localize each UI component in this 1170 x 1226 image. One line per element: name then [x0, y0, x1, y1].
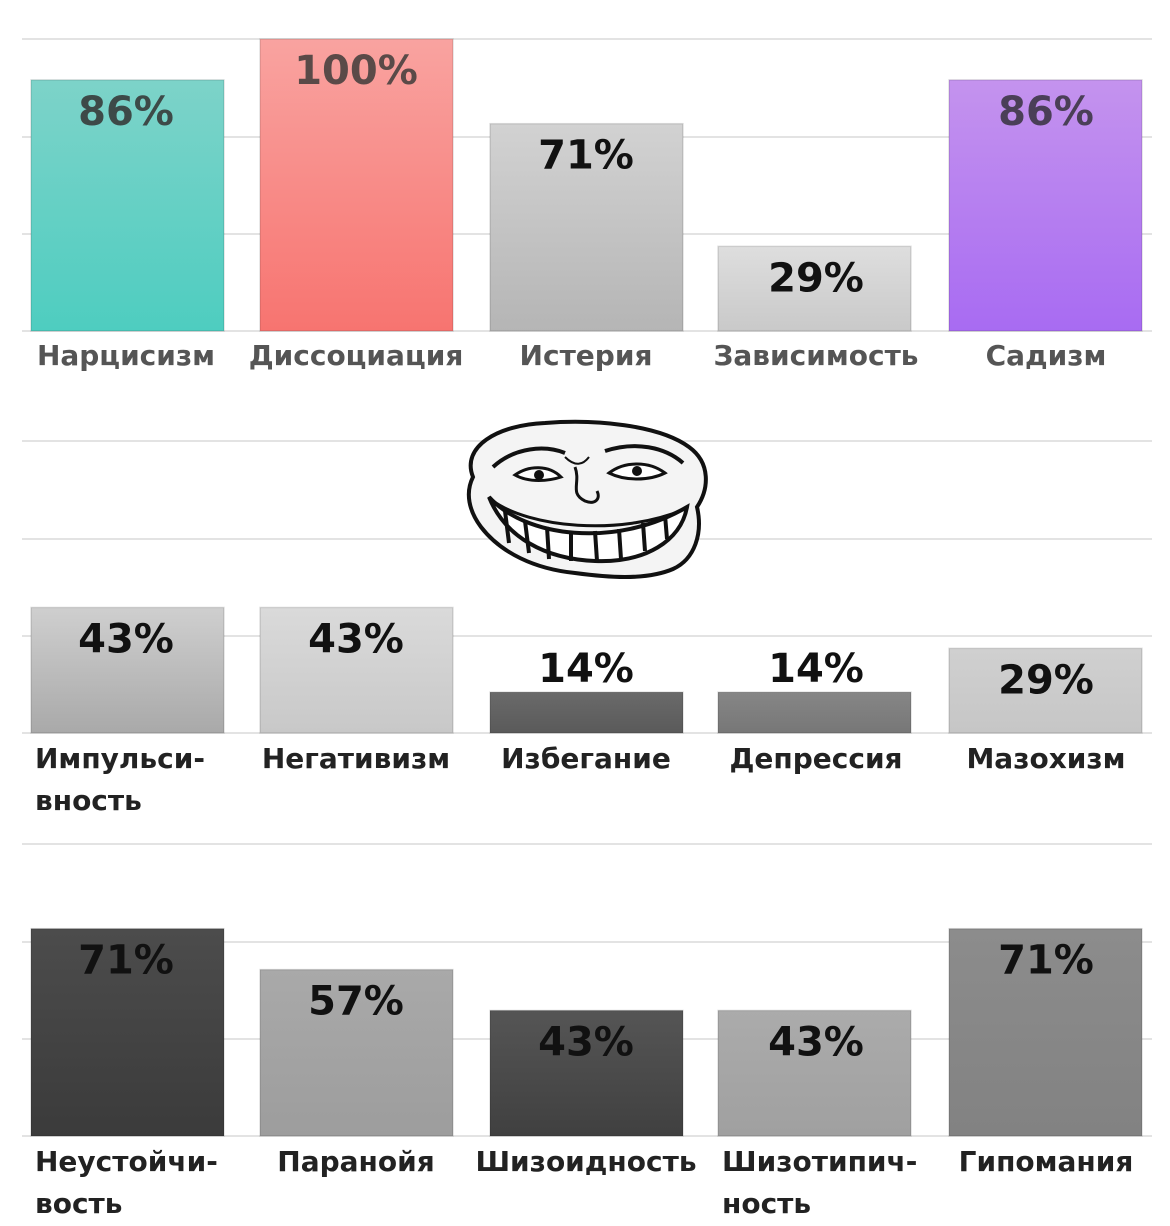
- bar: [259, 38, 454, 332]
- category-label: Шизоидность: [475, 1145, 696, 1178]
- category-label: вость: [35, 1187, 123, 1220]
- category-label: Истерия: [520, 339, 653, 372]
- category-label: Шизотипич-: [722, 1145, 917, 1178]
- bar: [30, 927, 225, 1137]
- value-label: 29%: [998, 657, 1094, 703]
- value-label: 86%: [78, 89, 174, 135]
- value-label: 100%: [294, 48, 418, 94]
- bar: [30, 79, 225, 332]
- value-label: 43%: [768, 1019, 864, 1065]
- bars: [30, 38, 1143, 1137]
- value-label: 71%: [998, 938, 1094, 984]
- value-label: 29%: [768, 255, 864, 301]
- bar: [948, 647, 1143, 734]
- category-label: Депрессия: [729, 742, 902, 775]
- category-label: Гипомания: [959, 1145, 1134, 1178]
- category-label: Диссоциация: [249, 339, 464, 372]
- category-label: ность: [722, 1187, 811, 1220]
- value-label: 14%: [538, 646, 634, 692]
- value-label: 14%: [768, 646, 864, 692]
- bar: [489, 1009, 684, 1137]
- value-label: 86%: [998, 89, 1094, 135]
- value-label: 43%: [78, 616, 174, 662]
- bar: [717, 1009, 912, 1137]
- bar: [30, 606, 225, 734]
- category-label: Неустойчи-: [35, 1145, 218, 1178]
- bar: [717, 245, 912, 332]
- bar: [259, 606, 454, 734]
- category-label: Нарцисизм: [37, 339, 215, 372]
- value-label: 71%: [78, 938, 174, 984]
- value-label: 57%: [308, 979, 404, 1025]
- category-label: Паранойя: [277, 1145, 434, 1178]
- value-label: 43%: [308, 616, 404, 662]
- category-label: вность: [35, 784, 142, 817]
- trollface-icon: [466, 419, 708, 579]
- category-label: Негативизм: [262, 742, 450, 775]
- bar: [259, 968, 454, 1137]
- bar: [948, 927, 1143, 1137]
- category-label: Зависимость: [714, 339, 919, 372]
- category-label: Мазохизм: [966, 742, 1125, 775]
- bar: [489, 691, 684, 734]
- bar: [717, 691, 912, 734]
- category-label: Избегание: [501, 742, 671, 775]
- category-label: Импульси-: [35, 742, 205, 775]
- value-label: 71%: [538, 133, 634, 179]
- labels: 86% Нарцисизм 100% Диссоциация 71% Истерия 29%…: [35, 48, 1133, 1220]
- bar: [489, 122, 684, 332]
- value-label: 43%: [538, 1019, 634, 1065]
- bar: [948, 79, 1143, 332]
- category-label: Садизм: [986, 339, 1107, 372]
